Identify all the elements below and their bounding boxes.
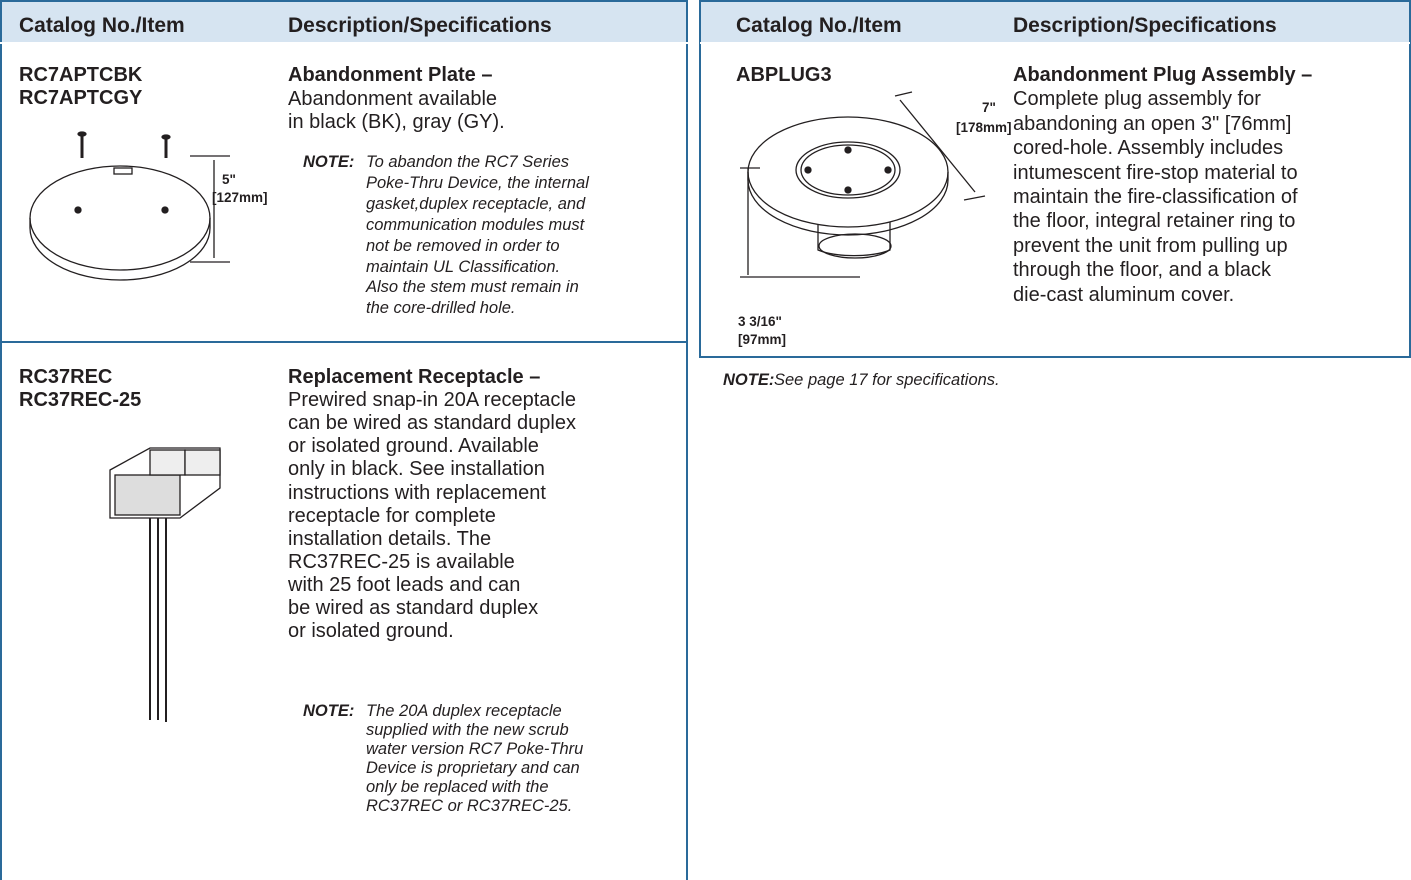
note-line: supplied with the new scrub [366,721,569,739]
description-line: only in black. See installation [288,458,545,481]
description-line: in black (BK), gray (GY). [288,111,505,133]
footnote-label: NOTE: [723,371,775,389]
header-rule [700,42,1410,44]
note-line: not be removed in order to [366,236,560,255]
dimension-label: 3 3/16" [738,314,782,329]
left-panel [0,0,688,880]
header-rule [0,42,688,44]
column-header: Description/Specifications [1013,14,1277,37]
dimension-label: 5" [222,172,236,187]
description-line: RC37REC-25 is available [288,550,515,573]
description-line: be wired as standard duplex [288,597,539,619]
note-line: only be replaced with the [366,778,549,796]
description-line: abandoning an open 3" [76mm] [1013,112,1292,135]
description-line: instructions with replacement [288,481,546,504]
description-line: intumescent fire-stop material to [1013,161,1298,184]
description-line: receptacle for complete [288,504,496,527]
receptacle-drawing [109,447,221,722]
note-line: gasket,duplex receptacle, and [366,194,586,213]
right-header-band [700,0,1411,44]
catalog-number: RC7APTCGY [19,87,143,109]
column-header: Description/Specifications [288,14,552,37]
catalog-number: RC7APTCBK [19,64,143,86]
row-separator [0,341,688,343]
description-line: or isolated ground. Available [288,435,539,458]
description-line: die-cast aluminum cover. [1013,283,1235,306]
item-title: Abandonment Plate – [288,64,493,86]
dimension-label: 7" [982,100,996,115]
description-line: installation details. The [288,527,492,550]
description-line: the floor, integral retainer ring to [1013,210,1296,233]
note-line: Device is proprietary and can [366,759,580,777]
catalog-number: RC37REC-25 [19,389,142,411]
description-line: Abandonment available [288,87,498,110]
item-title: Abandonment Plug Assembly – [1013,64,1313,86]
column-header: Catalog No./Item [19,14,185,37]
note-line: RC37REC or RC37REC-25. [366,797,573,815]
description-line: prevent the unit from pulling up [1013,234,1288,257]
left-header-band [0,0,687,44]
note-label: NOTE: [303,153,355,171]
plug-drawing [740,91,986,278]
note-line: the core-drilled hole. [366,299,516,318]
description-line: Complete plug assembly for [1013,88,1261,111]
description-line: cored-hole. Assembly includes [1013,137,1284,160]
catalog-number: RC37REC [19,366,113,388]
description-line: through the floor, and a black [1013,259,1271,282]
footnote-text: See page 17 for specifications. [774,371,1000,389]
note-line: maintain UL Classification. [366,257,561,276]
note-line: The 20A duplex receptacle [366,702,562,720]
note-line: communication modules must [366,215,585,234]
dimension-label: [178mm] [956,120,1012,135]
note-line: Poke-Thru Device, the internal [366,173,589,192]
right-panel [699,0,1411,358]
catalog-number: ABPLUG3 [736,64,832,86]
column-header: Catalog No./Item [736,14,902,37]
item-title: Replacement Receptacle – [288,366,541,388]
description-line: Prewired snap-in 20A receptacle [288,389,576,412]
description-line: can be wired as standard duplex [288,412,576,435]
dimension-label: [97mm] [738,332,787,347]
description-line: or isolated ground. [288,620,454,643]
description-line: with 25 foot leads and can [288,573,521,596]
note-line: Also the stem must remain in [366,278,579,297]
note-label: NOTE: [303,702,355,720]
note-line: To abandon the RC7 Series [366,153,570,171]
description-line: maintain the fire-classification of [1013,186,1298,208]
dimension-label: [127mm] [212,190,268,205]
plate-drawing [29,131,230,281]
note-line: water version RC7 Poke-Thru [366,740,584,758]
